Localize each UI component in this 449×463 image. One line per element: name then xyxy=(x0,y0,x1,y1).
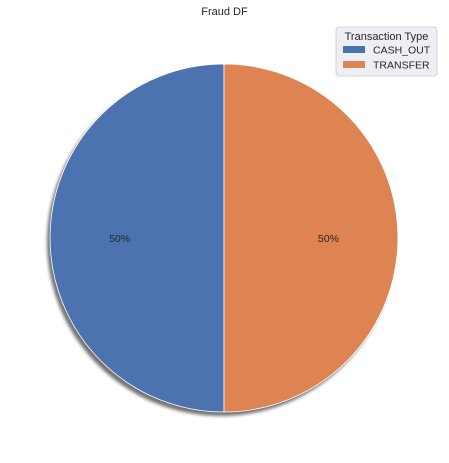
slice-percent-label: 50% xyxy=(318,233,339,245)
legend-items: CASH_OUT TRANSFER xyxy=(343,45,431,72)
pie-slices xyxy=(49,63,399,413)
legend: Transaction Type CASH_OUT TRANSFER xyxy=(335,26,438,77)
pie-slice-cash-out xyxy=(49,63,225,413)
chart-title: Fraud DF xyxy=(201,6,248,18)
legend-swatch xyxy=(343,61,365,68)
slice-percent-label: 50% xyxy=(109,233,130,245)
pie-slice-transfer xyxy=(223,63,399,413)
legend-label: CASH_OUT xyxy=(373,45,431,57)
legend-swatch xyxy=(343,46,365,53)
slice-labels: 50% 50% xyxy=(109,233,339,245)
legend-label: TRANSFER xyxy=(373,60,430,72)
legend-title: Transaction Type xyxy=(345,31,429,43)
